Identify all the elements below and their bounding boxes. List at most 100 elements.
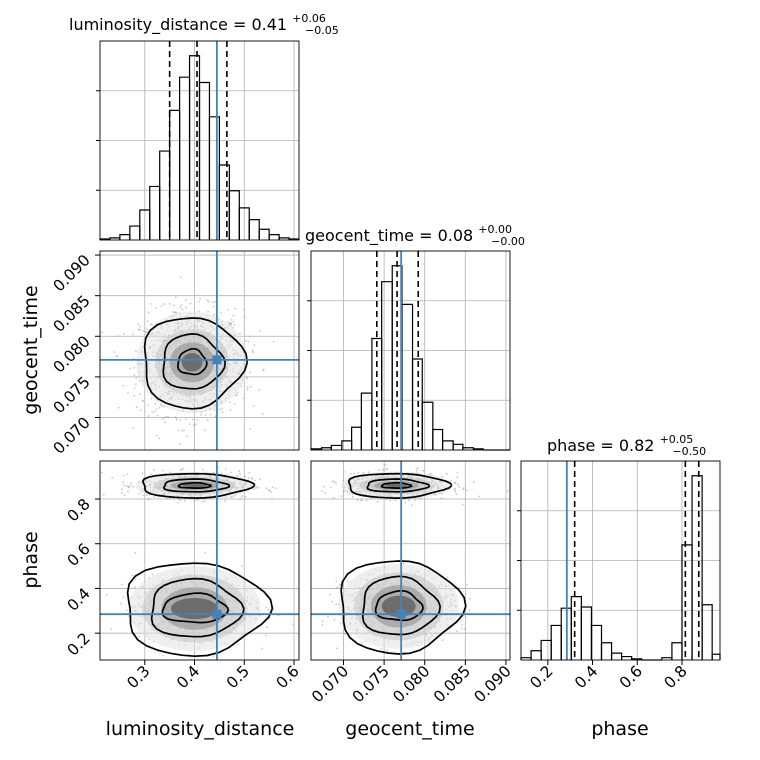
scatter-3-point (127, 392, 129, 394)
scatter-3-point (188, 423, 191, 425)
scatter-3-point (135, 406, 138, 409)
scatter-3-point (194, 423, 197, 426)
scatter-3-point (138, 379, 141, 382)
scatter-4-cluster-0-point (179, 469, 182, 471)
scatter-5-cluster-1-contour-2 (340, 560, 467, 655)
scatter-3-point (123, 333, 126, 335)
hist-1-border (310, 250, 511, 451)
scatter-4-cluster-1-point (162, 654, 165, 657)
scatter-4-cluster-0-point (138, 493, 141, 495)
scatter-4-cluster-1-point (138, 635, 141, 638)
scatter-4-cluster-0-point (101, 471, 103, 474)
scatter-4-cluster-0-point (122, 474, 125, 477)
scatter-4-cluster-0-point (120, 492, 123, 494)
scatter-4-cluster-0-contour-0 (177, 481, 213, 489)
scatter-5-cluster-1-point (466, 583, 469, 586)
scatter-5-cluster-0-point (450, 479, 452, 482)
scatter-4-cluster-0-point (127, 490, 129, 493)
left-gt-ytick-label-1: 0.075 (50, 373, 94, 417)
scatter-3-point (139, 325, 141, 328)
scatter-3-point (162, 417, 165, 420)
scatter-5-cluster-0-point (472, 480, 475, 483)
scatter-3-point (246, 376, 248, 378)
scatter-3-point (213, 408, 216, 411)
scatter-3-point (180, 304, 183, 306)
scatter-5-cluster-1-density-3 (381, 595, 416, 617)
scatter-4-cluster-1-density-3 (170, 597, 219, 620)
scatter-3-point (175, 418, 178, 421)
scatter-4-cluster-0-point (248, 472, 251, 474)
scatter-5-cluster-0-point (348, 493, 351, 496)
scatter-3-point (162, 303, 165, 305)
scatter-4-cluster-1-point (120, 602, 123, 605)
bottom-phase-xtick-label-3: 0.8 (661, 662, 691, 692)
scatter-4-cluster-0-point (146, 494, 148, 497)
scatter-4-border (99, 460, 300, 661)
scatter-3-point (133, 366, 136, 369)
left-phase-ytick-label-0: 0.2 (64, 629, 94, 659)
scatter-3-point (147, 404, 150, 407)
scatter-3-point (249, 371, 252, 374)
scatter-5-cluster-0-contour-2 (347, 472, 453, 499)
scatter-3-contour-0 (177, 347, 208, 376)
scatter-3-point (174, 296, 177, 299)
hist-1-bar-11 (421, 401, 434, 450)
scatter-3-point (179, 443, 182, 445)
hist-1-bar-12 (432, 428, 444, 450)
scatter-4-cluster-0-point (224, 500, 226, 503)
scatter-3-point (200, 414, 203, 416)
scatter-5-cluster-0-point (454, 490, 456, 493)
scatter-3-point (198, 300, 201, 303)
scatter-3-point (207, 310, 210, 313)
scatter-5-cluster-1-point (327, 615, 329, 618)
scatter-4-cluster-0-point (126, 473, 129, 475)
x-axis-label-phase: phase (591, 718, 648, 740)
hist-0-border (99, 40, 300, 241)
scatter-5-cluster-0-point (342, 479, 345, 482)
scatter-3-point (158, 407, 161, 409)
hist-2-border (520, 460, 721, 661)
scatter-4-cluster-1-point (204, 551, 207, 554)
scatter-5-cluster-1-point (460, 619, 462, 621)
scatter-4-cluster-0-point (239, 498, 242, 500)
scatter-3-point (183, 429, 185, 432)
scatter-3-point (212, 305, 215, 308)
scatter-3-point (221, 411, 224, 414)
scatter-4-cluster-0-point (239, 473, 241, 476)
scatter-3-point (179, 276, 182, 279)
scatter-3-point (133, 387, 136, 389)
scatter-3-point (185, 306, 188, 309)
scatter-4-cluster-1-point (134, 585, 136, 588)
scatter-3-point (141, 399, 144, 402)
scatter-5-cluster-0-point (422, 469, 425, 472)
scatter-3-point (220, 407, 223, 410)
title-luminosity-distance: luminosity_distance = 0.41 +0.06 −0.05 (69, 7, 339, 37)
left-gt-ytick-label-4: 0.090 (50, 251, 94, 295)
scatter-4-cluster-1-point (151, 573, 154, 576)
scatter-4-cluster-0-point (111, 476, 114, 479)
scatter-4-cluster-1-point (265, 634, 267, 636)
scatter-4-cluster-0-point (179, 499, 182, 502)
scatter-4-cluster-0-point (268, 489, 271, 492)
scatter-5-cluster-0-point (335, 481, 337, 484)
bottom-phase-xtick-label-0: 0.2 (526, 662, 556, 692)
scatter-5-cluster-0-contour-1 (366, 478, 431, 493)
scatter-5-cluster-1-contour-0 (374, 589, 424, 622)
scatter-5-truth-marker (396, 609, 406, 619)
scatter-5-cluster-0-point (414, 499, 416, 501)
scatter-3-point (247, 340, 250, 343)
scatter-5-cluster-0-point (382, 468, 384, 471)
scatter-3-point (174, 416, 177, 418)
left-phase-ytick-label-1: 0.4 (64, 585, 94, 615)
scatter-5-cluster-1-point (464, 616, 467, 618)
scatter-3-point (233, 403, 236, 405)
scatter-5-cluster-0-point (385, 468, 387, 471)
scatter-3-point (248, 335, 251, 338)
scatter-4-cluster-0-contour-1 (162, 478, 231, 493)
scatter-5-cluster-0-point (478, 495, 481, 498)
scatter-3-point (137, 323, 139, 326)
scatter-3-point (246, 388, 249, 391)
scatter-4-cluster-1-point (265, 606, 268, 609)
left-gt-ytick-label-2: 0.080 (50, 332, 94, 376)
scatter-5-cluster-0-point (356, 499, 359, 502)
